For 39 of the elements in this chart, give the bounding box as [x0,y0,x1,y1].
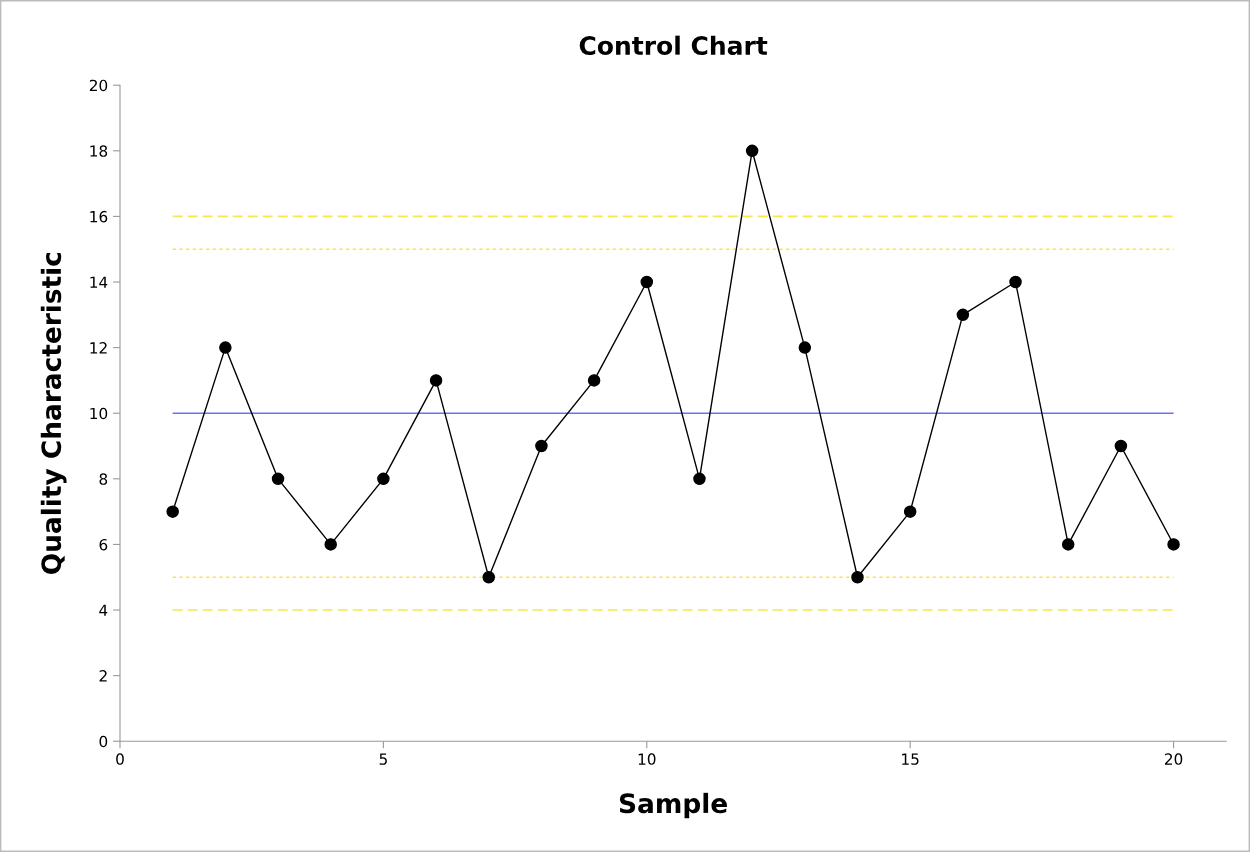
x-tick-label: 5 [379,753,387,765]
x-tick-label: 20 [1164,753,1183,765]
point [1167,538,1180,551]
point [693,472,706,486]
x-tick-label: 10 [638,753,656,765]
x-axis-title: Sample [619,792,727,819]
point [798,341,812,354]
point [377,472,390,486]
y-tick-label: 20 [89,79,108,92]
point [219,341,232,354]
point [903,505,917,518]
point [745,144,759,158]
y-tick-label: 10 [90,407,108,420]
y-tick-label: 2 [99,670,107,682]
y-tick-label: 8 [99,473,108,485]
y-axis-title: Quality Characteristic [40,252,67,574]
point [166,505,179,518]
point [851,570,864,584]
point [1114,439,1128,453]
point [482,570,496,584]
point [1061,538,1075,551]
point [535,439,548,453]
point [956,308,970,322]
point [429,374,443,387]
x-tick-label: 0 [116,753,124,765]
y-tick-label: 4 [99,604,108,616]
point [324,538,337,551]
y-tick-label: 0 [99,735,108,748]
point [640,275,654,289]
x-tick-label: 15 [902,753,919,765]
y-tick-label: 6 [99,538,108,551]
y-tick-label: 12 [90,342,107,354]
y-tick-label: 18 [90,145,108,157]
point [587,374,601,387]
point [271,472,285,486]
y-tick-label: 16 [90,210,108,223]
chart-title: Control Chart [579,35,768,55]
point [1009,275,1022,289]
y-tick-label: 14 [90,276,108,288]
